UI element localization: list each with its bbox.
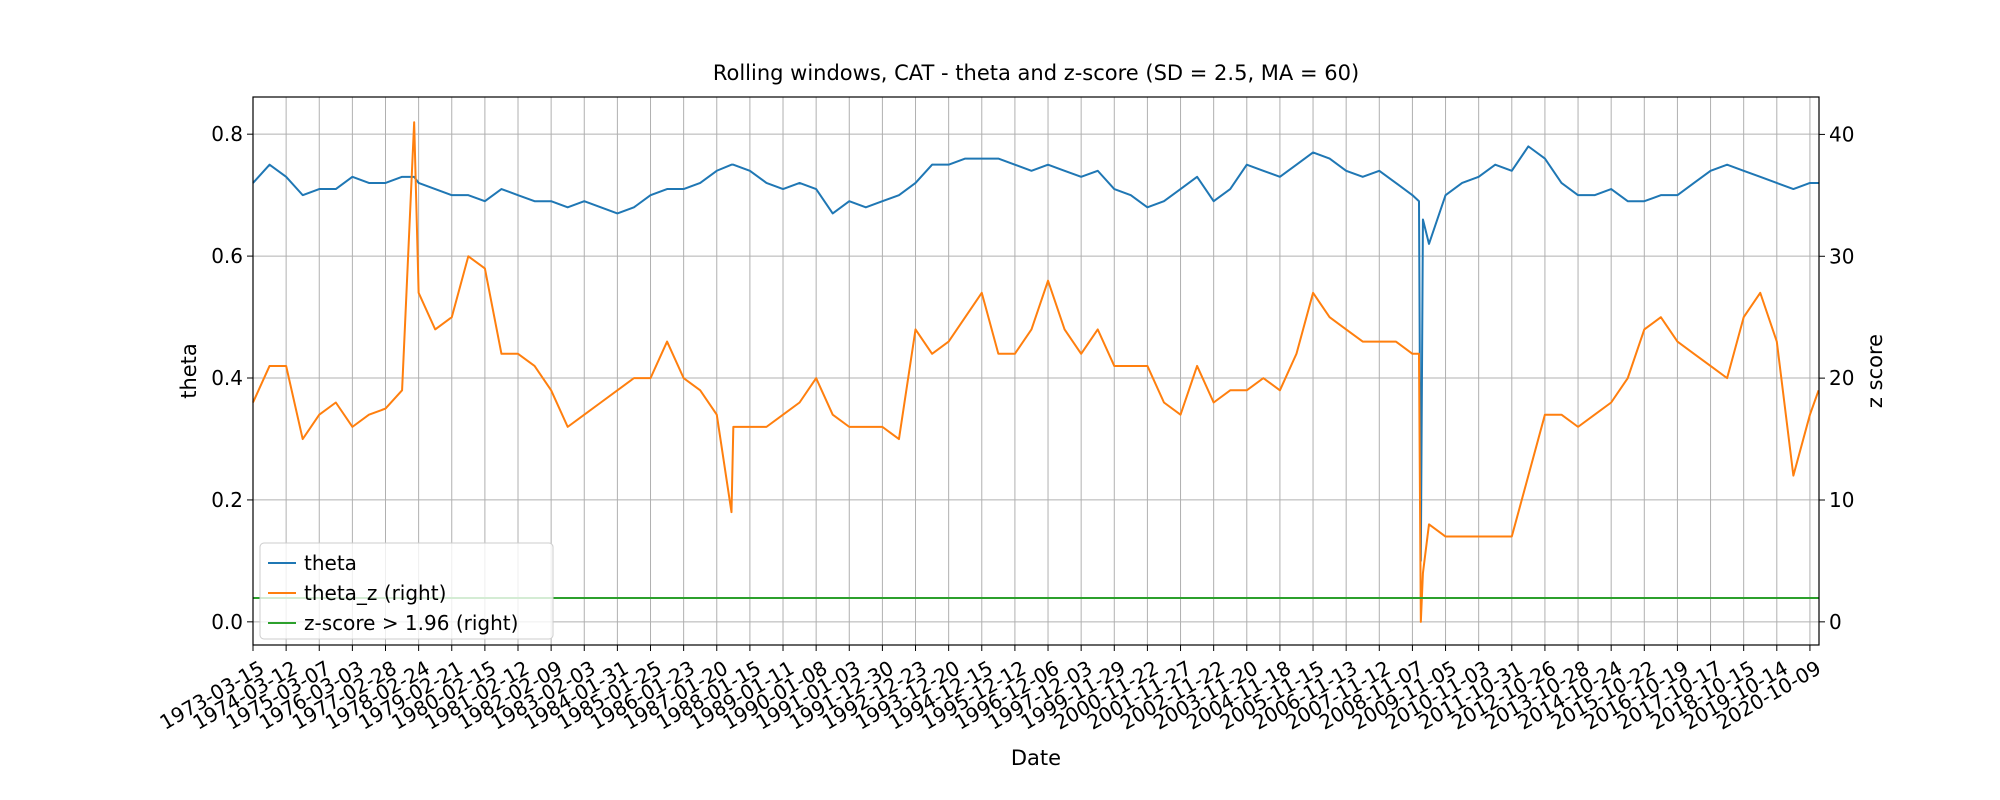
legend-label: theta_z (right) (304, 581, 446, 605)
legend: theta theta_z (right) z-score > 1.96 (righ… (259, 542, 554, 640)
legend-label: theta (304, 551, 357, 575)
x-axis-label: Date (1011, 746, 1061, 770)
legend-box (259, 542, 554, 640)
chart-title: Rolling windows, CAT - theta and z-score… (713, 61, 1359, 85)
series-line (252, 145, 1819, 562)
y2-tick-label: 0 (1829, 610, 1842, 634)
y2-tick-label: 30 (1829, 244, 1854, 268)
y-tick-label: 0.2 (211, 488, 243, 512)
legend-label: z-score > 1.96 (right) (304, 611, 518, 635)
series-line (252, 121, 1820, 623)
y-tick-label: 0.4 (211, 366, 243, 390)
y2-tick-label: 10 (1829, 488, 1854, 512)
y-tick-label: 0.6 (211, 244, 243, 268)
y-tick-label: 0.8 (211, 122, 243, 146)
y-tick-label: 0.0 (211, 610, 243, 634)
y2-tick-label: 40 (1829, 122, 1854, 146)
y-axis-label: theta (177, 343, 201, 399)
plot-frame (252, 96, 1820, 646)
y2-axis-label: z score (1863, 334, 1887, 408)
y2-tick-label: 20 (1829, 366, 1854, 390)
